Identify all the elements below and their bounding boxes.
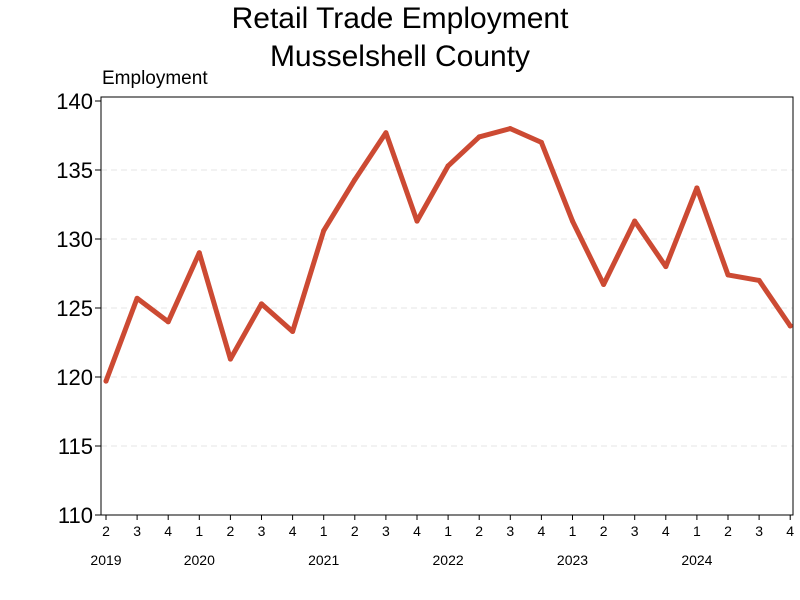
x-tick-label: 1 xyxy=(693,523,701,539)
x-tick-label: 2 xyxy=(600,523,608,539)
x-tick-label: 3 xyxy=(506,523,514,539)
data-point xyxy=(445,163,451,169)
data-point xyxy=(259,301,264,307)
x-tick-label: 1 xyxy=(444,523,452,539)
data-point xyxy=(196,250,202,256)
year-label: 2021 xyxy=(308,552,339,568)
data-point xyxy=(787,323,793,329)
plot-area-frame xyxy=(100,96,794,516)
data-point xyxy=(290,328,296,334)
x-tick-label: 2 xyxy=(724,523,732,539)
data-point xyxy=(538,139,544,145)
y-tick-label: 115 xyxy=(58,434,93,459)
x-tick-label: 4 xyxy=(538,523,546,539)
data-point xyxy=(414,218,420,224)
year-label: 2020 xyxy=(184,552,215,568)
y-tick-label: 140 xyxy=(56,89,93,114)
data-point xyxy=(227,356,233,362)
y-tick-label: 125 xyxy=(56,296,93,321)
data-point xyxy=(476,134,482,140)
data-point xyxy=(321,228,327,234)
data-point xyxy=(507,126,513,132)
y-axis: 110 115 120 125 130 135 140 xyxy=(56,89,101,528)
year-label: 2022 xyxy=(433,552,464,568)
data-point xyxy=(601,282,607,288)
data-point xyxy=(663,264,669,270)
x-tick-label: 2 xyxy=(102,523,110,539)
x-tick-label: 2 xyxy=(227,523,235,539)
y-tick-label: 110 xyxy=(58,503,93,528)
x-tick-label: 3 xyxy=(258,523,266,539)
x-tick-label: 3 xyxy=(631,523,639,539)
x-tick-label: 4 xyxy=(164,523,172,539)
x-tick-label: 2 xyxy=(475,523,483,539)
year-label: 2023 xyxy=(557,552,588,568)
y-tick-label: 135 xyxy=(56,158,93,183)
x-tick-label: 3 xyxy=(755,523,763,539)
y-tick-label: 130 xyxy=(56,227,93,252)
data-point xyxy=(383,130,389,136)
x-axis: 2 3 4 1 2 3 4 1 2 3 4 1 2 3 4 1 2 3 4 1 2 3 4 2019 2020 2021 2022 2… xyxy=(90,515,794,568)
data-point xyxy=(570,218,575,224)
x-tick-label: 3 xyxy=(382,523,390,539)
data-point xyxy=(103,378,109,384)
x-tick-label: 1 xyxy=(195,523,203,539)
x-tick-label: 1 xyxy=(569,523,577,539)
data-point xyxy=(352,177,358,183)
x-tick-label: 4 xyxy=(786,523,794,539)
year-label: 2024 xyxy=(681,552,712,568)
year-label: 2019 xyxy=(90,552,121,568)
data-point xyxy=(756,277,762,283)
data-point xyxy=(725,272,731,278)
data-point xyxy=(134,295,140,301)
x-tick-label: 1 xyxy=(320,523,328,539)
x-tick-label: 2 xyxy=(351,523,359,539)
x-tick-label: 4 xyxy=(289,523,297,539)
chart-title: Retail Trade Employment xyxy=(231,2,569,35)
y-tick-label: 120 xyxy=(56,365,93,390)
data-point xyxy=(694,185,700,191)
x-tick-label: 4 xyxy=(662,523,670,539)
series-lines xyxy=(103,126,793,384)
chart-subtitle: Musselshell County xyxy=(269,40,531,73)
data-point xyxy=(632,218,638,224)
data-point xyxy=(165,319,171,325)
x-tick-label: 3 xyxy=(133,523,141,539)
y-axis-label: Employment xyxy=(102,68,208,89)
x-tick-label: 4 xyxy=(413,523,421,539)
